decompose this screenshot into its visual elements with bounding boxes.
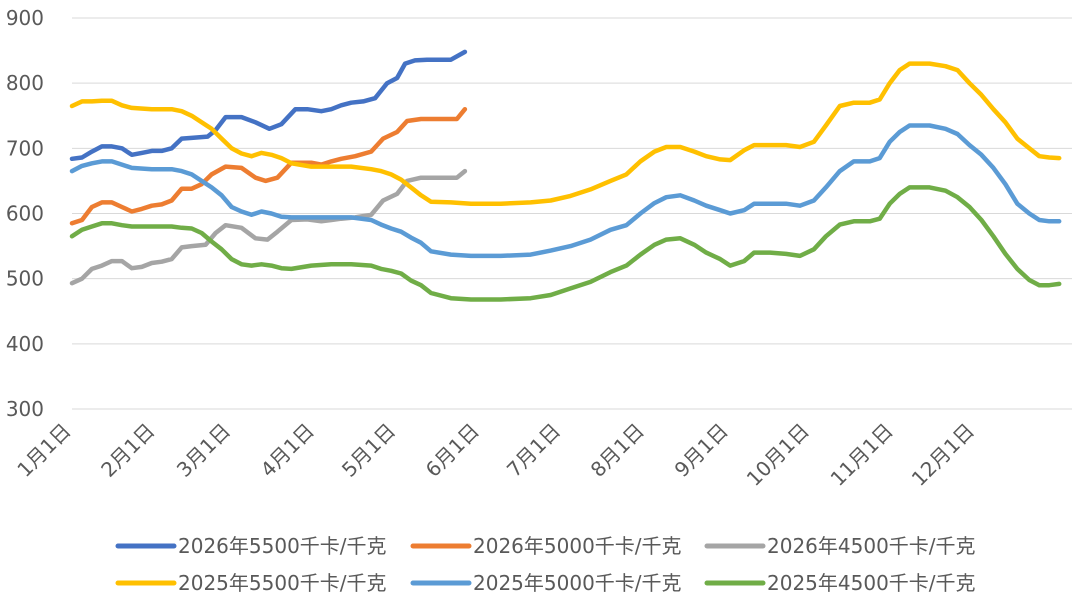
x-tick-label: 10月1日 — [742, 419, 814, 491]
y-tick-label: 300 — [6, 397, 44, 421]
x-tick-label: 3月1日 — [172, 419, 235, 482]
legend-label: 2026年5500千卡/千克 — [178, 534, 387, 558]
series-line-1 — [69, 106, 468, 226]
x-tick-label: 8月1日 — [586, 419, 649, 482]
x-tick-label: 9月1日 — [670, 419, 733, 482]
legend-label: 2025年5500千卡/千克 — [178, 571, 387, 595]
y-axis-ticks: 300 400 500 600 700 800 900 — [6, 6, 44, 421]
series-line-0 — [69, 49, 468, 162]
gridlines — [72, 17, 1072, 410]
x-tick-label: 12月1日 — [907, 419, 979, 491]
x-tick-label: 1月1日 — [12, 419, 75, 482]
x-axis-ticks: 1月1日 2月1日 3月1日 4月1日 5月1日 6月1日 7月1日 8月1日 9月1日 10月1… — [12, 419, 979, 491]
y-tick-label: 800 — [6, 71, 44, 95]
legend-label: 2026年5000千卡/千克 — [473, 534, 682, 558]
y-tick-label: 400 — [6, 332, 44, 356]
legend-label: 2025年5000千卡/千克 — [473, 571, 682, 595]
x-tick-label: 6月1日 — [421, 419, 484, 482]
x-tick-label: 5月1日 — [337, 419, 400, 482]
legend-label: 2026年4500千卡/千克 — [767, 534, 976, 558]
x-tick-label: 7月1日 — [502, 419, 565, 482]
legend-label: 2025年4500千卡/千克 — [767, 571, 976, 595]
series-line-5 — [69, 185, 1062, 302]
y-tick-label: 600 — [6, 202, 44, 226]
y-tick-label: 700 — [6, 136, 44, 160]
series-line-3 — [69, 61, 1062, 206]
x-tick-label: 11月1日 — [826, 419, 898, 491]
series-lines — [69, 49, 1062, 302]
y-tick-label: 500 — [6, 267, 44, 291]
y-tick-label: 900 — [6, 6, 44, 30]
series-line-4 — [69, 123, 1062, 259]
legend: 2026年5500千卡/千克 2026年5000千卡/千克 2026年4500千卡/… — [115, 534, 976, 595]
x-tick-label: 2月1日 — [96, 419, 159, 482]
x-tick-label: 4月1日 — [256, 419, 319, 482]
series-line-2 — [69, 168, 468, 286]
